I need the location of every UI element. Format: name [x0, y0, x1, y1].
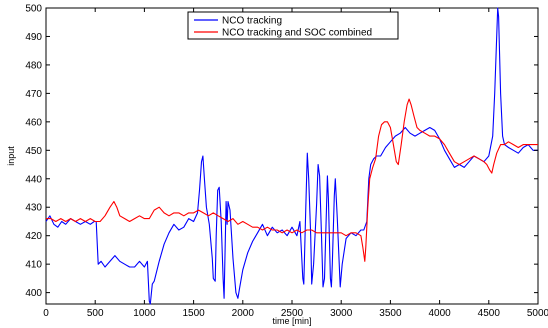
x-tick-label: 4500 — [478, 308, 501, 319]
y-axis-label: input — [6, 146, 16, 166]
y-tick-label: 420 — [25, 231, 42, 242]
x-tick-label: 0 — [43, 308, 49, 319]
series-layer — [45, 7, 538, 305]
y-tick-label: 500 — [25, 4, 42, 15]
y-tick-label: 400 — [25, 288, 42, 299]
y-tick-label: 410 — [25, 260, 42, 271]
legend-label-nco-soc-combined: NCO tracking and SOC combined — [222, 28, 372, 39]
y-tick-label: 440 — [25, 174, 42, 185]
y-tick-label: 470 — [25, 89, 42, 100]
series-line-0 — [45, 7, 538, 305]
y-tick-label: 490 — [25, 32, 42, 43]
x-tick-label: 2000 — [232, 308, 255, 319]
x-tick-label: 2500 — [281, 308, 304, 319]
series-line-1 — [46, 98, 538, 262]
x-tick-label: 3000 — [330, 308, 353, 319]
legend: NCO tracking NCO tracking and SOC combin… — [187, 11, 399, 40]
y-tick-label: 460 — [25, 117, 42, 128]
x-tick-label: 5000 — [527, 308, 548, 319]
x-tick-label: 1000 — [133, 308, 156, 319]
legend-label-nco-tracking: NCO tracking — [222, 16, 282, 27]
x-tick-label: 500 — [87, 308, 104, 319]
y-axis-ticks: 400 410 420 430 440 450 460 470 480 490 500 — [25, 4, 538, 299]
x-tick-label: 1500 — [182, 308, 205, 319]
x-axis-label: time [min] — [272, 316, 311, 326]
plot-frame — [45, 7, 539, 305]
x-tick-label: 3500 — [379, 308, 402, 319]
legend-box — [187, 11, 399, 40]
y-tick-label: 450 — [25, 146, 42, 157]
x-tick-label: 4000 — [428, 308, 451, 319]
y-tick-label: 480 — [25, 60, 42, 71]
plot-area: 0 500 1000 1500 2000 2500 3000 3500 4000 4500 5000… — [25, 4, 548, 320]
x-axis-ticks: 0 500 1000 1500 2000 2500 3000 3500 4000 4500 5000 — [43, 8, 548, 319]
y-tick-label: 430 — [25, 203, 42, 214]
